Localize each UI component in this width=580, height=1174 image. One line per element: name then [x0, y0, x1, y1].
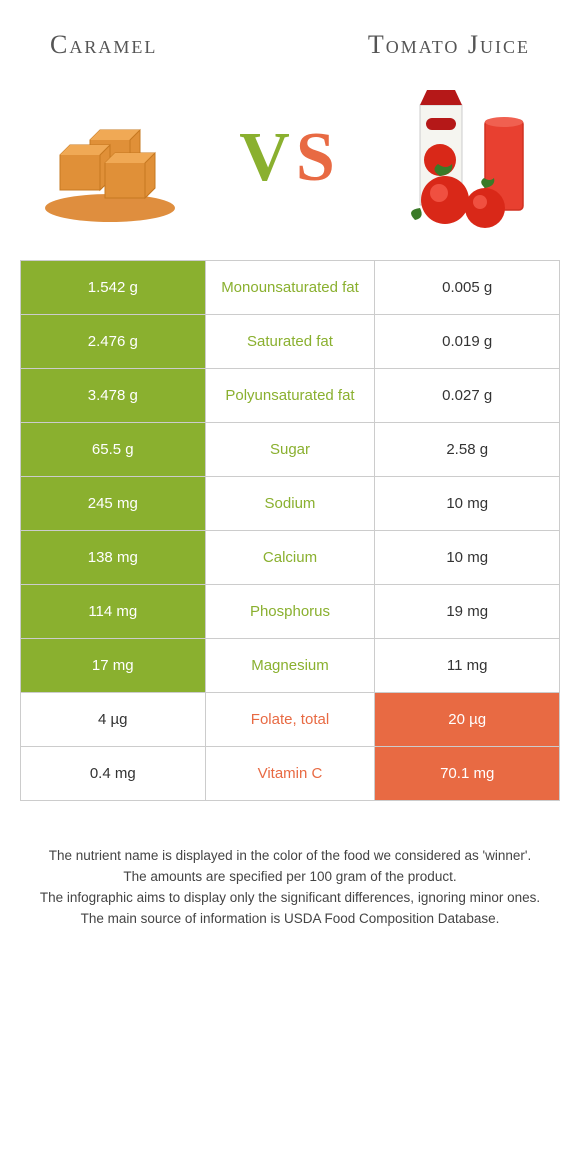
- left-value: 114 mg: [21, 585, 206, 639]
- table-row: 3.478 gPolyunsaturated fat0.027 g: [21, 369, 560, 423]
- left-value: 3.478 g: [21, 369, 206, 423]
- table-row: 2.476 gSaturated fat0.019 g: [21, 315, 560, 369]
- right-value: 0.019 g: [375, 315, 560, 369]
- right-value: 10 mg: [375, 531, 560, 585]
- left-value: 245 mg: [21, 477, 206, 531]
- right-value: 10 mg: [375, 477, 560, 531]
- vs-label: VS: [239, 118, 341, 198]
- table-row: 0.4 mgVitamin C70.1 mg: [21, 747, 560, 801]
- nutrient-label: Folate, total: [205, 693, 375, 747]
- right-value: 11 mg: [375, 639, 560, 693]
- left-value: 0.4 mg: [21, 747, 206, 801]
- table-row: 1.542 gMonounsaturated fat0.005 g: [21, 261, 560, 315]
- left-value: 1.542 g: [21, 261, 206, 315]
- table-row: 4 µgFolate, total20 µg: [21, 693, 560, 747]
- nutrient-label: Saturated fat: [205, 315, 375, 369]
- right-value: 0.005 g: [375, 261, 560, 315]
- footer-line: The infographic aims to display only the…: [35, 888, 545, 909]
- table-row: 245 mgSodium10 mg: [21, 477, 560, 531]
- left-value: 2.476 g: [21, 315, 206, 369]
- footer-line: The nutrient name is displayed in the co…: [35, 846, 545, 867]
- footer: The nutrient name is displayed in the co…: [0, 801, 580, 930]
- nutrient-label: Magnesium: [205, 639, 375, 693]
- left-value: 4 µg: [21, 693, 206, 747]
- right-value: 19 mg: [375, 585, 560, 639]
- right-value: 2.58 g: [375, 423, 560, 477]
- table-row: 17 mgMagnesium11 mg: [21, 639, 560, 693]
- left-value: 17 mg: [21, 639, 206, 693]
- left-value: 138 mg: [21, 531, 206, 585]
- left-value: 65.5 g: [21, 423, 206, 477]
- vs-s: S: [296, 119, 341, 196]
- nutrient-label: Polyunsaturated fat: [205, 369, 375, 423]
- nutrient-label: Phosphorus: [205, 585, 375, 639]
- nutrient-table: 1.542 gMonounsaturated fat0.005 g2.476 g…: [20, 260, 560, 801]
- caramel-image: [35, 80, 190, 235]
- footer-line: The main source of information is USDA F…: [35, 909, 545, 930]
- nutrient-label: Calcium: [205, 531, 375, 585]
- footer-line: The amounts are specified per 100 gram o…: [35, 867, 545, 888]
- images-row: VS: [0, 70, 580, 260]
- table-row: 114 mgPhosphorus19 mg: [21, 585, 560, 639]
- right-value: 20 µg: [375, 693, 560, 747]
- vs-v: V: [239, 119, 296, 196]
- right-value: 70.1 mg: [375, 747, 560, 801]
- table-row: 65.5 gSugar2.58 g: [21, 423, 560, 477]
- nutrient-label: Sodium: [205, 477, 375, 531]
- title-left: Caramel: [50, 30, 290, 60]
- nutrient-label: Sugar: [205, 423, 375, 477]
- title-right: Tomato Juice: [290, 30, 530, 60]
- table-row: 138 mgCalcium10 mg: [21, 531, 560, 585]
- header: Caramel Tomato Juice: [0, 0, 580, 70]
- tomato-juice-image: [390, 80, 545, 235]
- right-value: 0.027 g: [375, 369, 560, 423]
- nutrient-label: Vitamin C: [205, 747, 375, 801]
- nutrient-label: Monounsaturated fat: [205, 261, 375, 315]
